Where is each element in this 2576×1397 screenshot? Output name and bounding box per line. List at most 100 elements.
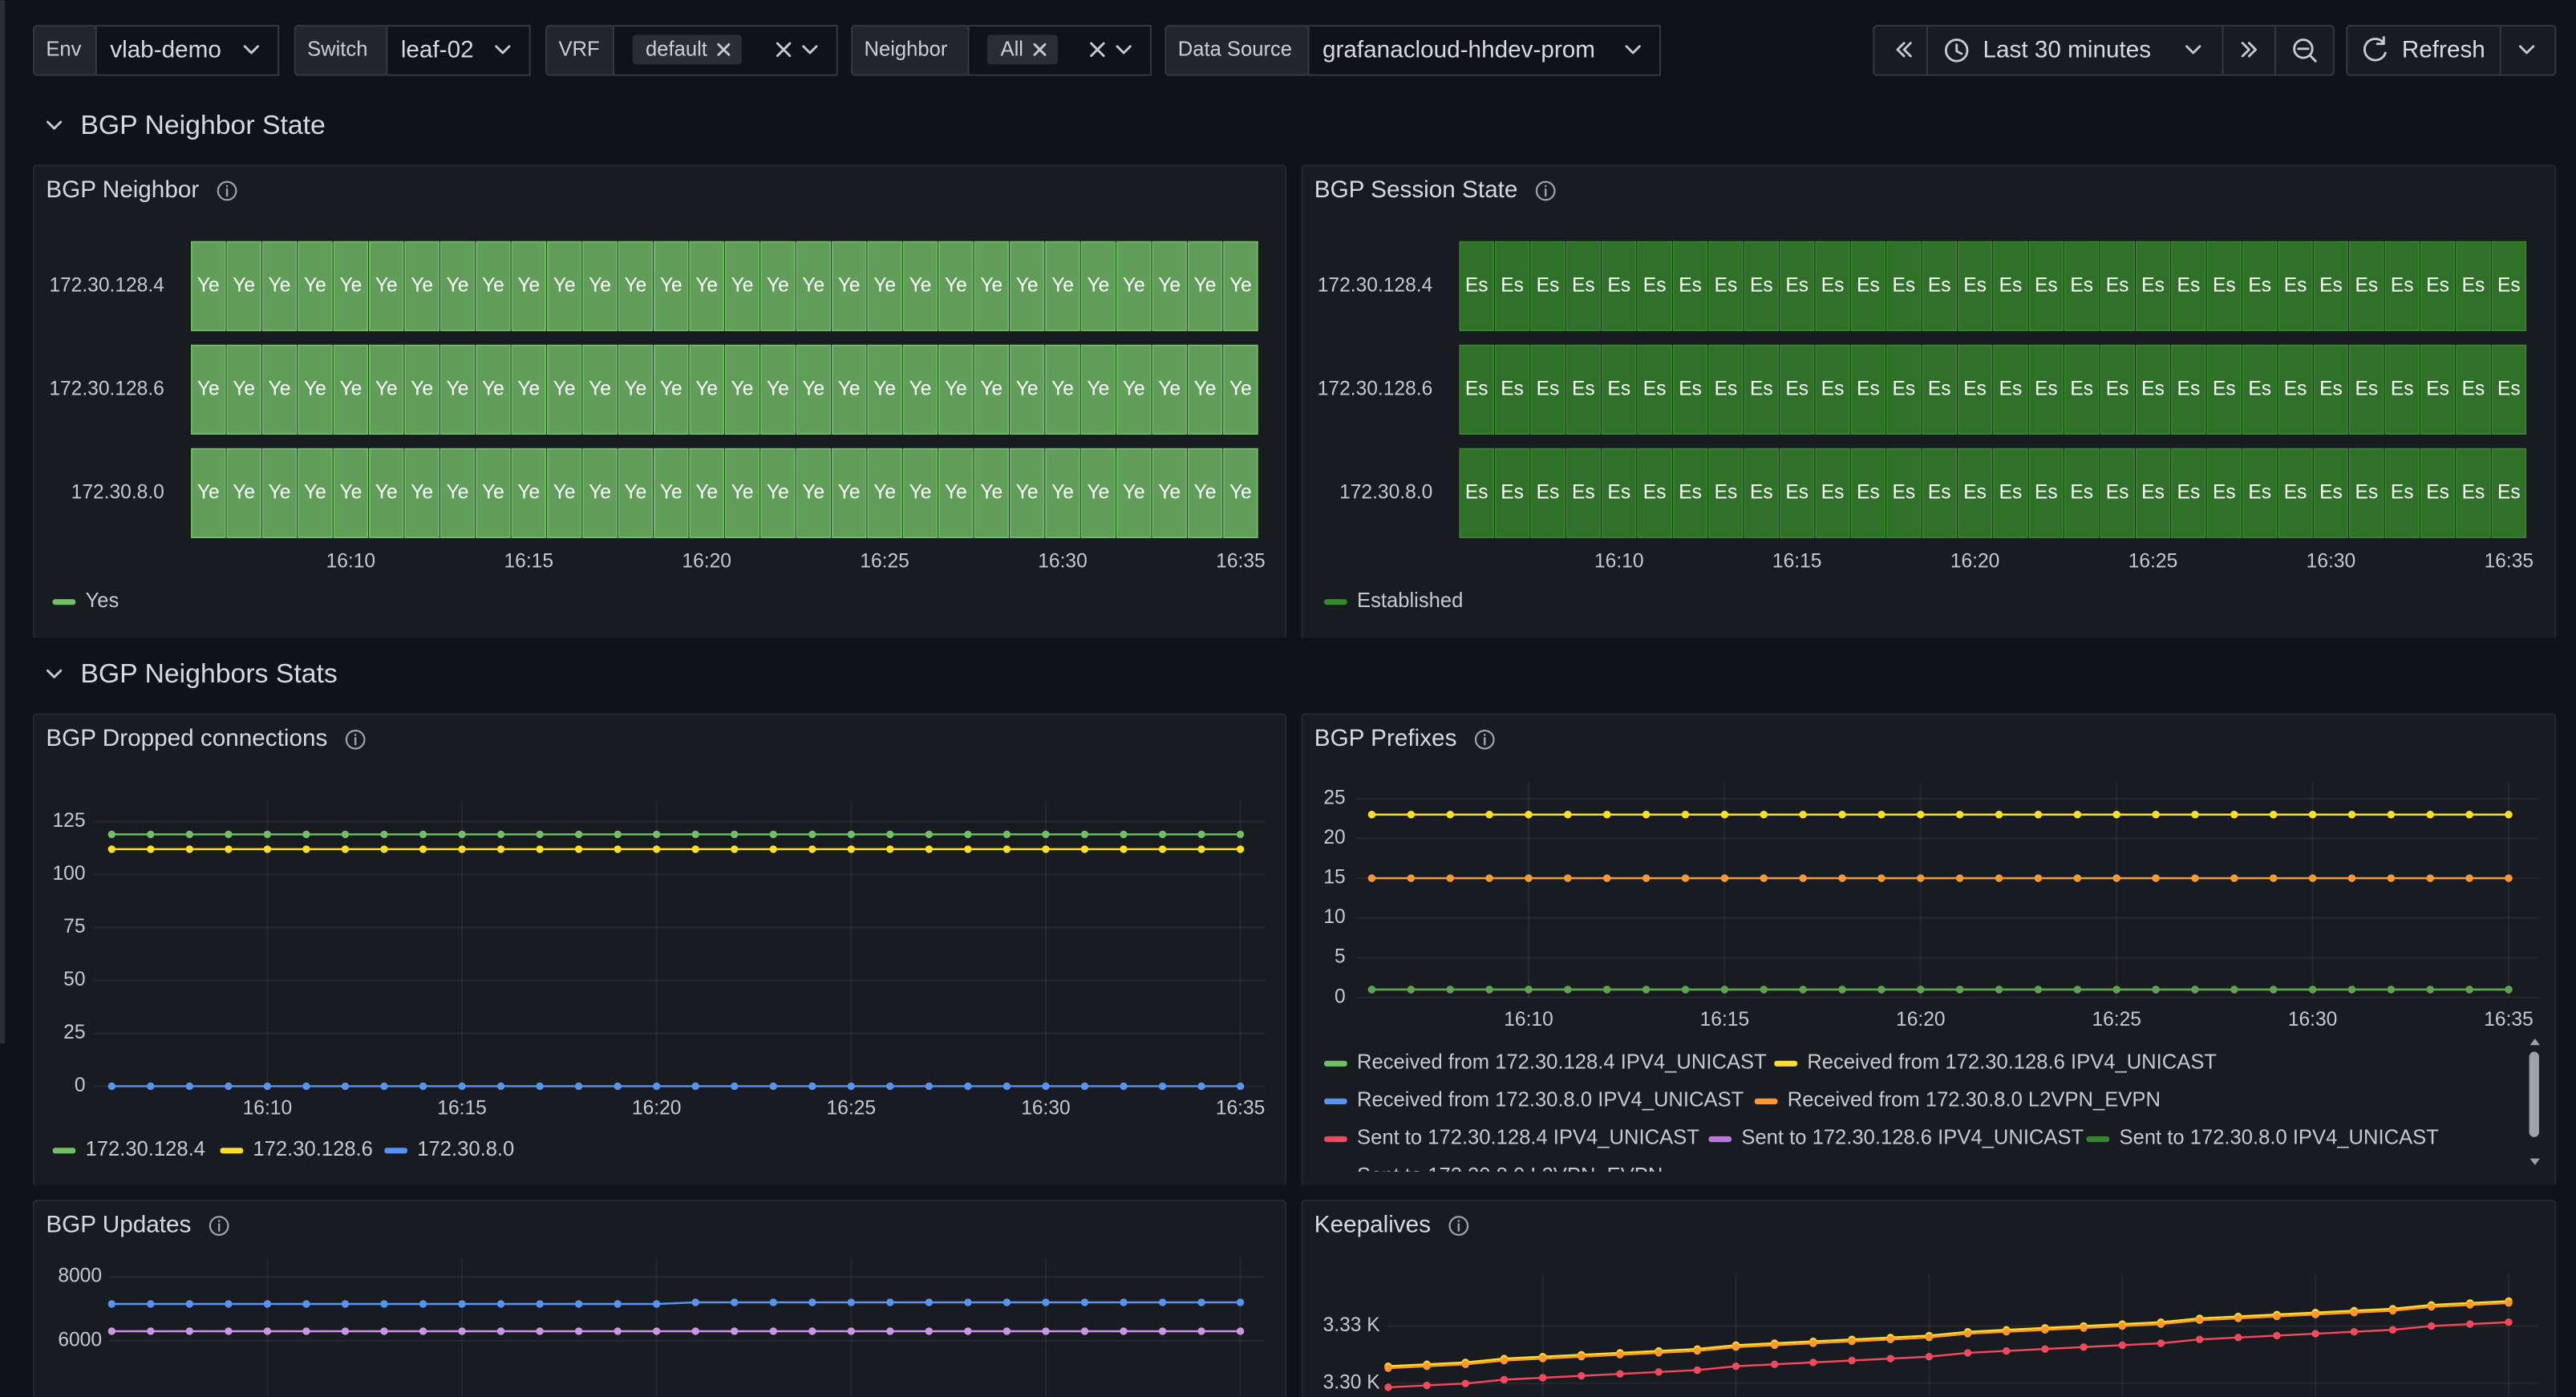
cell-label: Es [2248, 481, 2271, 503]
legend-swatch[interactable] [1324, 1061, 1347, 1067]
legend-label[interactable]: Received from 172.30.8.0 L2VPN_EVPN [1788, 1089, 2161, 1112]
legend-swatch[interactable] [2087, 1136, 2110, 1142]
legend-label[interactable]: Received from 172.30.8.0 IPV4_UNICAST [1357, 1089, 1744, 1112]
legend-label[interactable]: Received from 172.30.128.6 IPV4_UNICAST [1807, 1051, 2217, 1074]
data-point [1721, 986, 1728, 993]
data-point [848, 1298, 855, 1306]
legend-label[interactable]: 172.30.128.4 [86, 1138, 205, 1160]
data-point [1042, 1327, 1049, 1334]
cell-label: Es [2248, 378, 2271, 399]
data-point [1682, 986, 1689, 993]
legend-swatch[interactable] [384, 1148, 407, 1153]
cell-label: Es [1892, 274, 1915, 296]
cell-label: Es [2284, 481, 2307, 503]
legend-label[interactable]: Sent to 172.30.8.0 IPV4_UNICAST [2120, 1127, 2440, 1149]
cell-label: Ye [1051, 481, 1074, 503]
data-point [1384, 1383, 1391, 1391]
data-point [964, 845, 971, 852]
data-point [1042, 845, 1049, 852]
data-point [1926, 1353, 1933, 1360]
legend-swatch[interactable] [53, 1148, 76, 1153]
data-point [1603, 986, 1610, 993]
variable-label: Data Source [1178, 38, 1292, 61]
legend-label[interactable]: 172.30.8.0 [417, 1138, 514, 1160]
legend-label[interactable]: Established [1357, 589, 1463, 612]
cell-label: Es [2177, 481, 2201, 503]
data-point [1760, 986, 1768, 993]
legend-label[interactable]: Sent to 172.30.128.4 IPV4_UNICAST [1357, 1127, 1699, 1149]
data-point [2505, 874, 2512, 881]
legend-label[interactable]: Yes [86, 589, 119, 612]
cell-label: Ye [197, 274, 220, 296]
scroll-thumb[interactable] [2529, 1051, 2539, 1137]
time-range[interactable]: Last 30 minutes [1983, 37, 2152, 63]
legend-swatch[interactable] [1324, 1099, 1347, 1104]
x-tick-label: 16:10 [1504, 1009, 1553, 1031]
data-point [1799, 811, 1806, 818]
cell-label: Es [2426, 481, 2449, 503]
cell-label: Ye [1051, 274, 1074, 296]
legend-swatch[interactable] [1324, 1136, 1347, 1142]
data-point [1447, 874, 1454, 881]
y-tick-label: 25 [63, 1022, 85, 1043]
data-point [964, 831, 971, 838]
data-point [614, 1300, 621, 1307]
x-tick-label: 16:30 [2307, 550, 2356, 572]
cell-label: Ye [339, 274, 362, 296]
cell-label: Ye [1123, 274, 1145, 296]
data-point [264, 1083, 271, 1090]
cell-label: Es [2070, 481, 2093, 503]
cell-label: Ye [1158, 378, 1181, 399]
cell-label: Ye [411, 274, 433, 296]
cell-label: Es [1643, 481, 1667, 503]
panel-background [34, 1201, 1286, 1397]
legend-swatch[interactable] [1774, 1061, 1797, 1067]
cell-label: Es [1963, 378, 1987, 399]
cell-label: Es [2355, 481, 2378, 503]
data-point [731, 1327, 738, 1334]
data-point [1120, 845, 1127, 852]
data-point [2505, 986, 2512, 993]
cell-label: Ye [838, 378, 861, 399]
legend-label[interactable]: Sent to 172.30.128.6 IPV4_UNICAST [1741, 1127, 2084, 1149]
data-point [2230, 986, 2238, 993]
cell-label: Es [2497, 378, 2521, 399]
legend-swatch[interactable] [53, 599, 76, 605]
section-title[interactable]: BGP Neighbor State [80, 110, 325, 140]
cell-label: Ye [1123, 481, 1145, 503]
cell-label: Ye [695, 481, 718, 503]
data-point [2074, 874, 2081, 881]
data-point [497, 831, 504, 838]
cell-label: Ye [517, 378, 540, 399]
cell-label: Ye [233, 378, 255, 399]
data-point [225, 831, 232, 838]
y-tick-label: 0 [1335, 986, 1346, 1007]
data-point [302, 1327, 310, 1334]
legend-swatch[interactable] [1324, 599, 1347, 605]
data-point [2157, 1320, 2165, 1327]
data-point [342, 831, 349, 838]
cell-label: Ye [233, 481, 255, 503]
cell-label: Es [2213, 274, 2236, 296]
data-point [186, 1327, 193, 1334]
legend-label[interactable]: Received from 172.30.128.4 IPV4_UNICAST [1357, 1051, 1767, 1074]
refresh-button[interactable]: Refresh [2402, 37, 2485, 63]
data-point [886, 1298, 893, 1306]
section-title[interactable]: BGP Neighbors Stats [80, 658, 337, 689]
data-point [108, 845, 115, 852]
data-point [808, 831, 816, 838]
cell-label: Es [1715, 378, 1738, 399]
legend-swatch[interactable] [1708, 1136, 1732, 1142]
data-point [691, 1298, 699, 1306]
cell-label: Ye [447, 481, 469, 503]
cell-label: Es [1465, 481, 1488, 503]
data-point [1539, 1374, 1546, 1381]
legend-label[interactable]: 172.30.128.6 [253, 1138, 372, 1160]
cell-label: Es [1679, 481, 1702, 503]
data-point [1694, 1347, 1701, 1354]
legend-swatch[interactable] [1755, 1099, 1778, 1104]
cell-label: Es [1572, 481, 1595, 503]
data-point [1956, 811, 1963, 818]
legend-swatch[interactable] [220, 1148, 243, 1153]
data-point [536, 1327, 543, 1334]
